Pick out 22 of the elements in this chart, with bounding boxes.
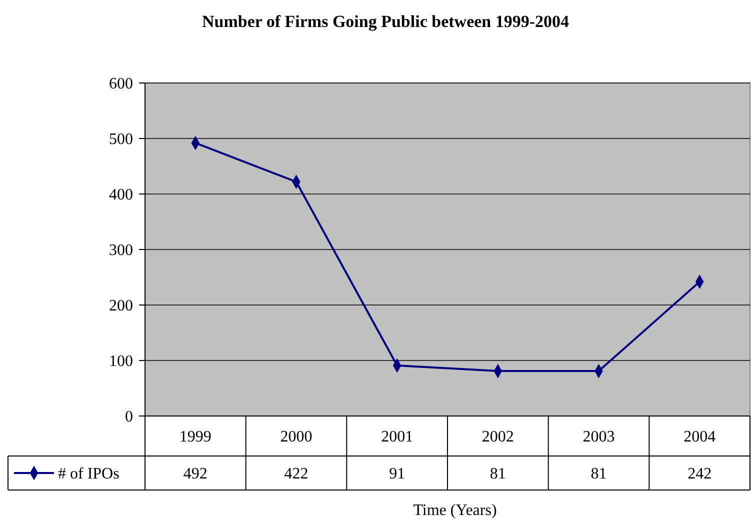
legend-label: # of IPOs bbox=[58, 466, 120, 483]
data-label: 422 bbox=[284, 466, 308, 483]
x-tick-label: 2004 bbox=[684, 428, 716, 446]
x-tick-label: 2000 bbox=[280, 428, 312, 446]
x-tick-label: 2001 bbox=[381, 428, 414, 446]
y-tick-label: 0 bbox=[125, 408, 133, 426]
y-tick-label: 600 bbox=[109, 76, 133, 93]
y-tick-label: 200 bbox=[109, 298, 133, 315]
data-label: 492 bbox=[183, 466, 208, 483]
chart-title: Number of Firms Going Public between 1999-2004 bbox=[202, 12, 570, 31]
x-tick-label: 2003 bbox=[582, 428, 615, 446]
data-label: 81 bbox=[590, 466, 607, 483]
x-tick-label: 2002 bbox=[482, 428, 514, 446]
y-tick-label: 100 bbox=[109, 353, 133, 370]
data-label: 81 bbox=[490, 466, 506, 483]
y-tick-label: 400 bbox=[109, 186, 133, 204]
data-label: 242 bbox=[688, 466, 712, 483]
x-tick-label: 1999 bbox=[179, 428, 212, 446]
data-label: 91 bbox=[389, 466, 406, 483]
x-axis-title: Time (Years) bbox=[413, 502, 497, 519]
y-tick-label: 300 bbox=[109, 242, 133, 260]
y-tick-label: 500 bbox=[109, 131, 133, 148]
